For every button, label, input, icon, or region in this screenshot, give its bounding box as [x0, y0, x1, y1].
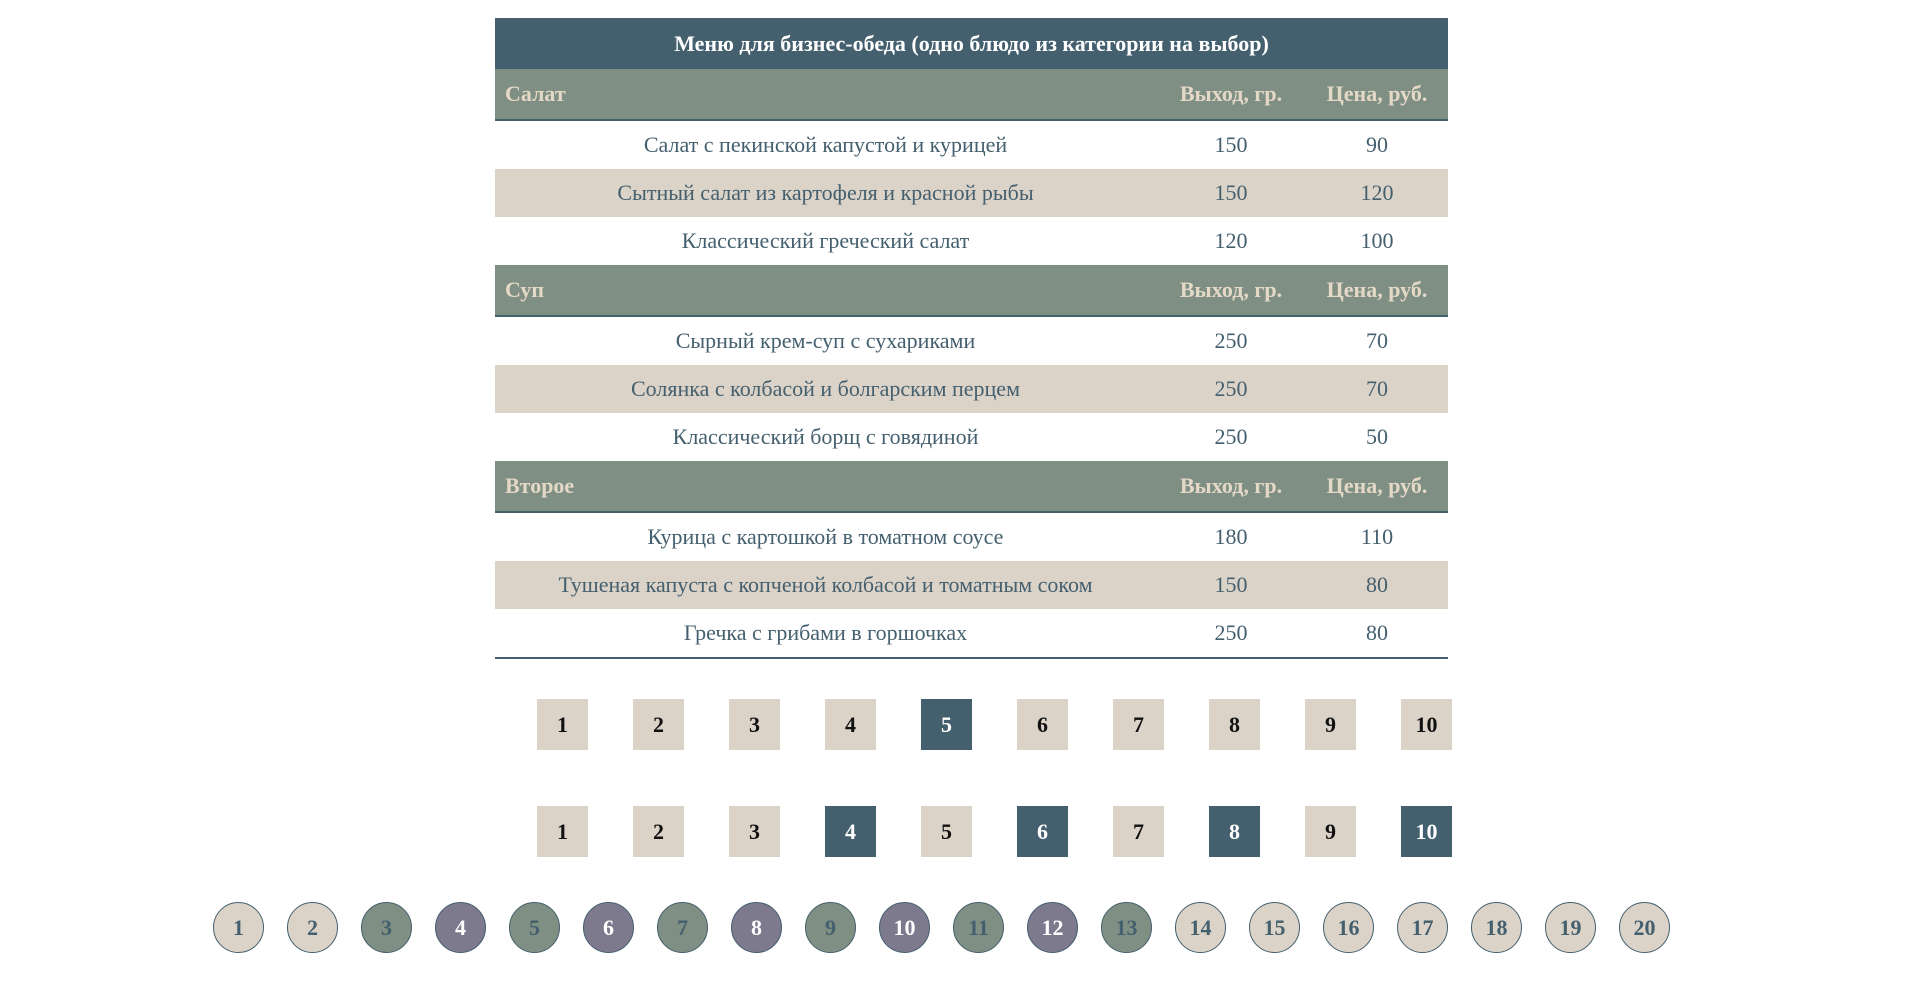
menu-item-row: Салат с пекинской капустой и курицей 150… — [495, 120, 1448, 169]
menu-item-row: Солянка с колбасой и болгарским перцем 2… — [495, 365, 1448, 413]
circle-button-6[interactable]: 6 — [583, 902, 634, 953]
dish-weight: 120 — [1214, 228, 1248, 253]
category-main-course: Второе Выход, гр. Цена, руб. Курица с ка… — [495, 461, 1448, 659]
dish-price: 70 — [1366, 328, 1388, 353]
circle-button-1[interactable]: 1 — [213, 902, 264, 953]
page-button-4[interactable]: 4 — [825, 699, 876, 750]
menu-item-row: Курица с картошкой в томатном соусе 180 … — [495, 512, 1448, 561]
pagination-primary: 1 2 3 4 5 6 7 8 9 10 — [537, 699, 1452, 750]
circle-button-12[interactable]: 12 — [1027, 902, 1078, 953]
menu-item-row: Сырный крем-суп с сухариками 250 70 — [495, 316, 1448, 365]
dish-price: 80 — [1306, 561, 1448, 609]
circle-button-3[interactable]: 3 — [361, 902, 412, 953]
page-button-5[interactable]: 5 — [921, 806, 972, 857]
dish-name: Салат с пекинской капустой и курицей — [643, 132, 1008, 157]
weight-header: Выход, гр. — [1156, 461, 1306, 513]
category-name: Второе — [495, 461, 1156, 513]
dish-name: Сырный крем-суп с сухариками — [675, 328, 976, 353]
weight-header: Выход, гр. — [1156, 265, 1306, 317]
circle-buttons-row: 1 2 3 4 5 6 7 8 9 10 11 12 13 14 15 16 1… — [213, 902, 1670, 953]
circle-button-10[interactable]: 10 — [879, 902, 930, 953]
circle-button-20[interactable]: 20 — [1619, 902, 1670, 953]
dish-weight: 150 — [1156, 169, 1306, 217]
page-button-10-active[interactable]: 10 — [1401, 806, 1452, 857]
page-button-7[interactable]: 7 — [1113, 699, 1164, 750]
page-button-10[interactable]: 10 — [1401, 699, 1452, 750]
circle-button-16[interactable]: 16 — [1323, 902, 1374, 953]
category-soup: Суп Выход, гр. Цена, руб. Сырный крем-су… — [495, 265, 1448, 461]
page-button-6-active[interactable]: 6 — [1017, 806, 1068, 857]
dish-name: Сытный салат из картофеля и красной рыбы — [495, 169, 1156, 217]
circle-button-8[interactable]: 8 — [731, 902, 782, 953]
menu-item-row: Классический борщ с говядиной 250 50 — [495, 413, 1448, 461]
dish-price: 100 — [1360, 228, 1394, 253]
dish-weight: 250 — [1156, 365, 1306, 413]
menu-item-row: Гречка с грибами в горшочках 250 80 — [495, 609, 1448, 659]
circle-button-2[interactable]: 2 — [287, 902, 338, 953]
price-header: Цена, руб. — [1306, 265, 1448, 317]
dish-price: 90 — [1366, 132, 1388, 157]
page-button-1[interactable]: 1 — [537, 699, 588, 750]
page-button-3[interactable]: 3 — [729, 806, 780, 857]
price-header: Цена, руб. — [1306, 461, 1448, 513]
circle-button-13[interactable]: 13 — [1101, 902, 1152, 953]
dish-price: 50 — [1366, 424, 1388, 449]
dish-name: Тушеная капуста с копченой колбасой и то… — [495, 561, 1156, 609]
page-button-3[interactable]: 3 — [729, 699, 780, 750]
circle-button-18[interactable]: 18 — [1471, 902, 1522, 953]
dish-name: Классический борщ с говядиной — [672, 424, 979, 449]
menu-item-row: Тушеная капуста с копченой колбасой и то… — [495, 561, 1448, 609]
weight-header: Выход, гр. — [1156, 69, 1306, 121]
circle-button-14[interactable]: 14 — [1175, 902, 1226, 953]
page-button-4-active[interactable]: 4 — [825, 806, 876, 857]
page-button-2[interactable]: 2 — [633, 699, 684, 750]
page-button-2[interactable]: 2 — [633, 806, 684, 857]
menu-title: Меню для бизнес-обеда (одно блюдо из кат… — [495, 18, 1448, 69]
dish-weight: 150 — [1156, 561, 1306, 609]
dish-name: Солянка с колбасой и болгарским перцем — [495, 365, 1156, 413]
category-name: Салат — [495, 69, 1156, 121]
pagination-secondary: 1 2 3 4 5 6 7 8 9 10 — [537, 806, 1452, 857]
dish-price: 120 — [1306, 169, 1448, 217]
dish-weight: 250 — [1214, 328, 1248, 353]
page-button-1[interactable]: 1 — [537, 806, 588, 857]
dish-weight: 150 — [1214, 132, 1248, 157]
circle-button-7[interactable]: 7 — [657, 902, 708, 953]
circle-button-11[interactable]: 11 — [953, 902, 1004, 953]
page-button-8-active[interactable]: 8 — [1209, 806, 1260, 857]
circle-button-17[interactable]: 17 — [1397, 902, 1448, 953]
business-lunch-menu-table: Меню для бизнес-обеда (одно блюдо из кат… — [495, 18, 1448, 659]
circle-button-4[interactable]: 4 — [435, 902, 486, 953]
circle-button-15[interactable]: 15 — [1249, 902, 1300, 953]
page-button-6[interactable]: 6 — [1017, 699, 1068, 750]
category-name: Суп — [495, 265, 1156, 317]
page-button-7[interactable]: 7 — [1113, 806, 1164, 857]
dish-price: 110 — [1360, 524, 1394, 549]
page-button-9[interactable]: 9 — [1305, 699, 1356, 750]
category-salad: Салат Выход, гр. Цена, руб. Салат с пеки… — [495, 69, 1448, 265]
dish-name: Курица с картошкой в томатном соусе — [647, 524, 1004, 549]
dish-name: Гречка с грибами в горшочках — [495, 609, 1156, 659]
dish-weight: 250 — [1156, 609, 1306, 659]
page-button-9[interactable]: 9 — [1305, 806, 1356, 857]
circle-button-19[interactable]: 19 — [1545, 902, 1596, 953]
dish-weight: 250 — [1214, 424, 1248, 449]
circle-button-9[interactable]: 9 — [805, 902, 856, 953]
dish-weight: 180 — [1214, 524, 1248, 549]
page-button-5-active[interactable]: 5 — [921, 699, 972, 750]
page-button-8[interactable]: 8 — [1209, 699, 1260, 750]
circle-button-5[interactable]: 5 — [509, 902, 560, 953]
dish-name: Классический греческий салат — [681, 228, 970, 253]
menu-item-row: Сытный салат из картофеля и красной рыбы… — [495, 169, 1448, 217]
dish-price: 70 — [1306, 365, 1448, 413]
dish-price: 80 — [1306, 609, 1448, 659]
price-header: Цена, руб. — [1306, 69, 1448, 121]
menu-item-row: Классический греческий салат 120 100 — [495, 217, 1448, 265]
